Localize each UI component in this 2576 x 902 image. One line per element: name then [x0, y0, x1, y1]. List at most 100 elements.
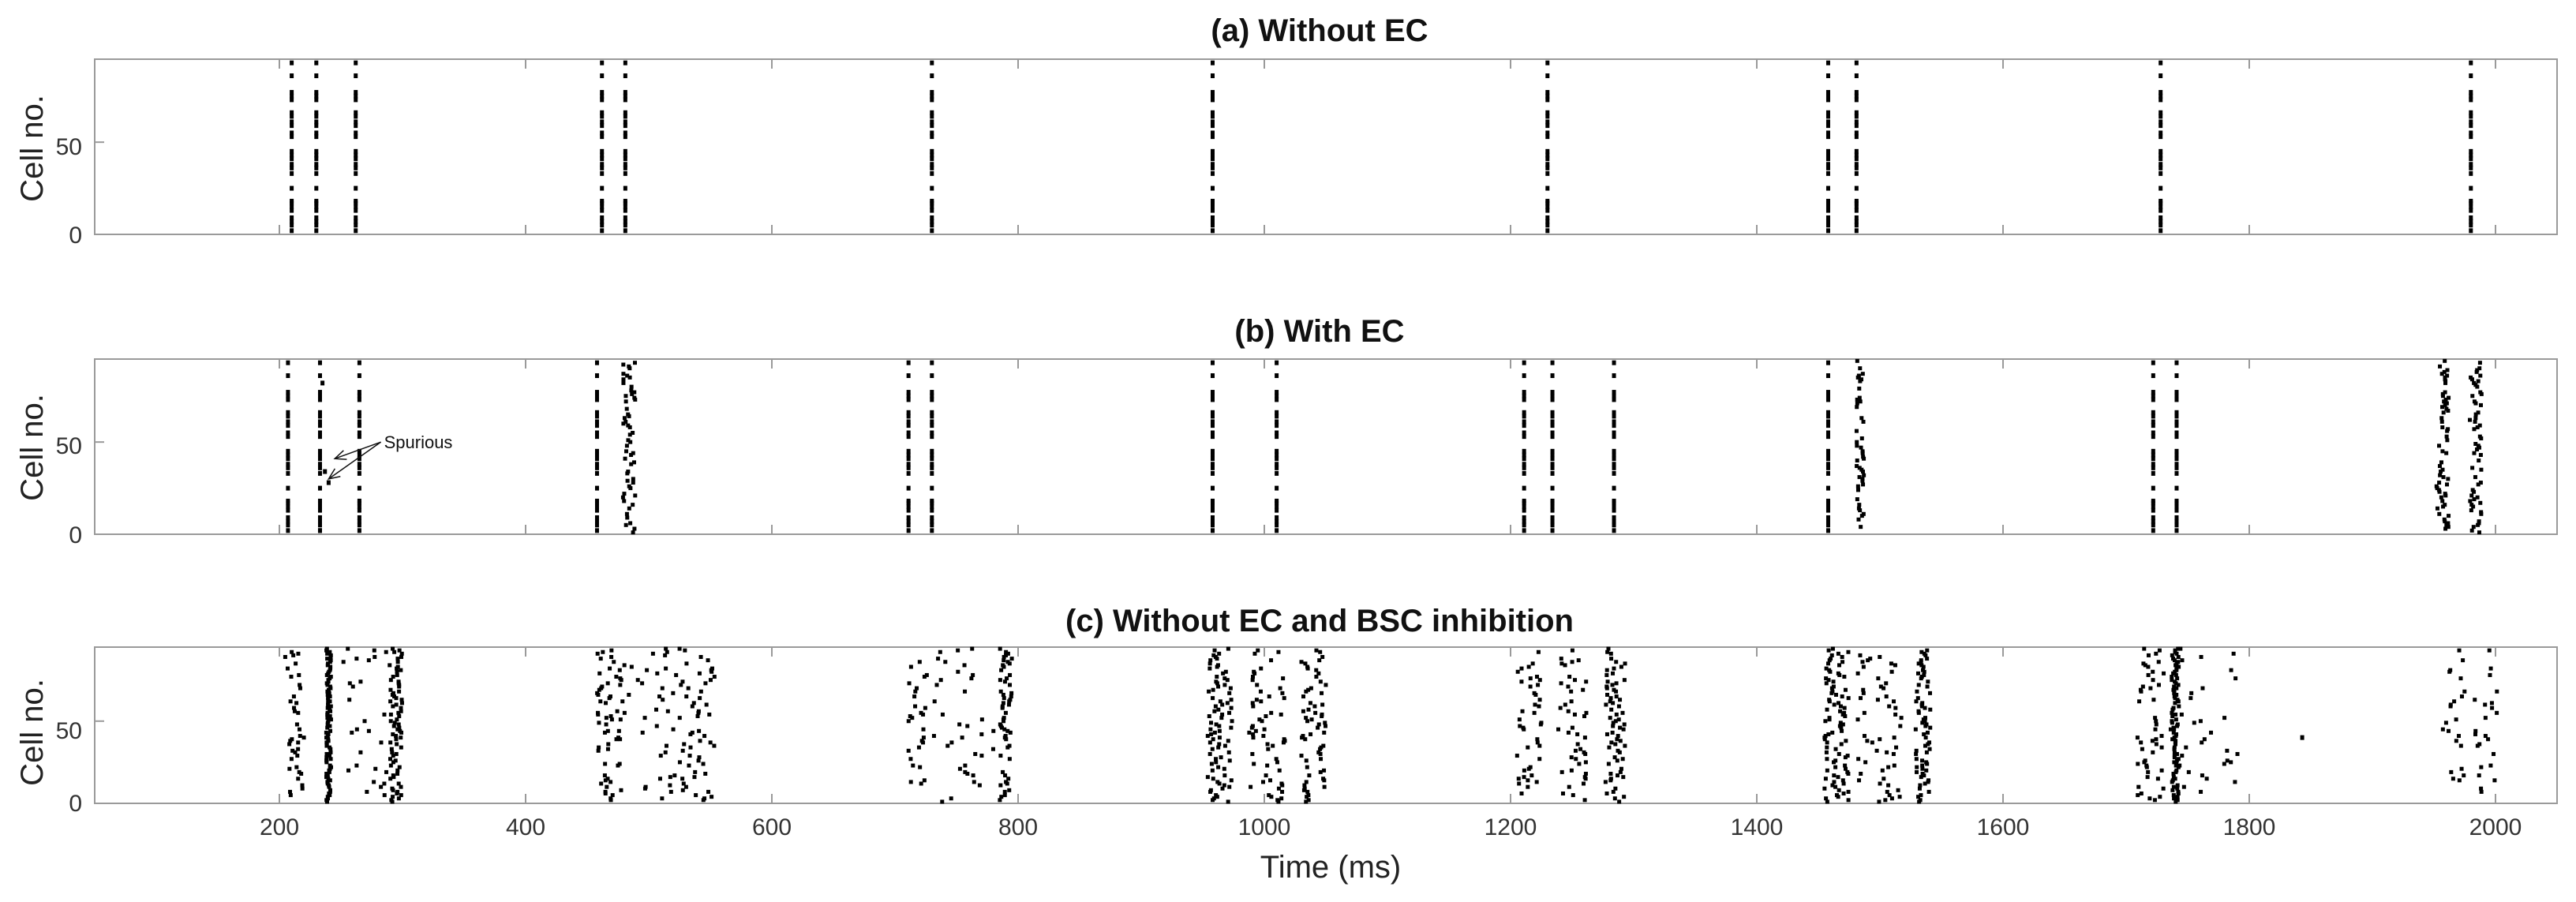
spike-mark [1916, 709, 1921, 713]
spike-mark [603, 789, 608, 794]
spike-mark [1824, 676, 1829, 681]
spike-mark [2199, 655, 2203, 660]
spike-mark [1550, 456, 1555, 462]
spike-mark [1316, 671, 1321, 676]
spike-mark [2172, 760, 2177, 765]
spike-mark [1825, 410, 1830, 415]
spike-mark [1305, 664, 1310, 669]
spike-mark [1862, 710, 1866, 715]
spike-mark [290, 156, 294, 162]
spike-mark [294, 765, 299, 769]
spike-mark [1854, 60, 1859, 65]
spike-mark [1825, 130, 1830, 136]
spike-mark [1582, 781, 1586, 786]
spike-mark [594, 423, 599, 429]
spike-mark [2174, 390, 2179, 395]
spike-mark [1306, 707, 1311, 712]
spike-mark [1537, 698, 1542, 702]
spike-mark [1225, 701, 1230, 706]
spike-mark [1920, 763, 1925, 768]
spike-mark [663, 653, 668, 657]
spike-mark [391, 795, 395, 799]
spike-mark [965, 771, 970, 776]
spike-mark [2174, 717, 2178, 722]
spike-mark [957, 766, 962, 771]
spike-mark [291, 653, 296, 657]
spike-mark [1843, 714, 1848, 719]
spike-mark [1826, 678, 1831, 683]
spike-mark [1612, 503, 1616, 509]
spike-mark [1623, 743, 1627, 748]
spike-mark [621, 372, 626, 376]
spike-mark [938, 649, 942, 654]
spike-mark [286, 410, 290, 415]
spike-mark [2208, 730, 2213, 735]
spike-mark [1830, 783, 1835, 788]
spike-mark [1916, 795, 1921, 799]
spike-mark [2151, 393, 2155, 399]
spike-mark [1575, 732, 1580, 736]
spike-mark [906, 470, 911, 476]
spike-mark [600, 60, 605, 65]
spike-mark [346, 768, 351, 773]
spike-mark [2174, 732, 2179, 736]
panel-b-spikes [286, 358, 2484, 535]
spike-mark [930, 393, 934, 399]
xtick-label: 200 [260, 814, 299, 840]
spike-mark [399, 745, 403, 750]
spike-mark [2136, 784, 2141, 789]
spike-mark [1522, 397, 1526, 402]
spike-mark [1822, 786, 1827, 791]
spike-mark [2473, 441, 2478, 446]
spike-mark [1605, 679, 1610, 684]
spike-mark [1314, 675, 1319, 679]
spike-mark [1604, 672, 1609, 677]
spike-mark [1859, 416, 1864, 421]
spike-mark [664, 666, 668, 671]
spike-mark [930, 93, 934, 99]
spike-mark [1210, 156, 1215, 162]
spike-mark [1262, 727, 1267, 732]
spike-mark [2222, 716, 2227, 720]
spike-mark [1924, 760, 1929, 765]
spike-mark [1227, 710, 1232, 715]
spike-mark [1539, 720, 1544, 725]
spike-mark [609, 717, 614, 722]
spike-mark [1612, 434, 1616, 440]
spike-mark [354, 162, 358, 167]
spike-mark [2171, 657, 2176, 661]
spike-mark [372, 648, 376, 653]
spike-mark [1914, 748, 1919, 753]
spike-mark [1884, 681, 1889, 686]
spike-mark [395, 771, 400, 776]
spike-mark [354, 228, 358, 234]
spike-mark [2175, 786, 2180, 791]
spike-mark [628, 440, 633, 444]
spike-mark [604, 716, 608, 720]
spike-mark [991, 728, 996, 733]
spike-mark [965, 724, 970, 728]
spike-mark [388, 699, 393, 704]
spike-mark [1216, 745, 1221, 750]
spike-mark [2143, 758, 2147, 763]
spike-mark [314, 185, 319, 191]
spike-mark [1226, 739, 1230, 743]
spike-mark [1582, 750, 1586, 754]
spike-mark [1861, 687, 1866, 692]
spike-mark [2174, 360, 2179, 365]
spike-mark [2461, 658, 2466, 663]
spike-mark [1825, 90, 1830, 95]
spike-mark [1217, 651, 1222, 656]
spike-mark [1210, 465, 1215, 470]
spike-mark [1914, 751, 1919, 756]
spike-mark [317, 393, 322, 399]
spike-mark [2477, 366, 2482, 371]
spike-mark [2437, 481, 2442, 485]
spike-mark [314, 215, 319, 220]
spike-mark [392, 720, 397, 725]
spike-mark [594, 503, 599, 509]
spike-mark [2202, 737, 2207, 742]
spike-mark [1615, 737, 1619, 742]
spike-mark [328, 757, 333, 762]
spike-mark [622, 499, 627, 503]
